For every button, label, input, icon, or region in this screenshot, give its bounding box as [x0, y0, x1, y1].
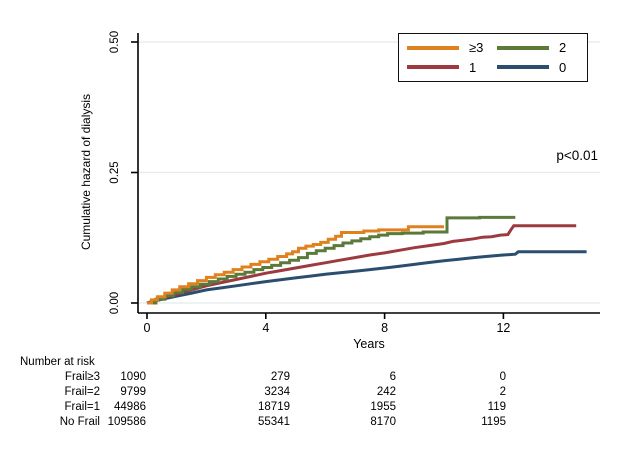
curve-frail-≥3 — [147, 225, 444, 305]
risk-value: 0 — [499, 371, 506, 383]
risk-value: 8170 — [370, 416, 396, 428]
x-tick-label: 8 — [381, 321, 388, 335]
legend-line-swatch — [497, 45, 549, 50]
legend-item-frail-2: 2 — [493, 38, 583, 58]
p-value-annotation: p<0.01 — [556, 148, 598, 163]
y-tick-label: 0.50 — [109, 31, 121, 53]
risk-value: 44986 — [114, 401, 146, 413]
risk-value: 119 — [487, 401, 506, 413]
risk-value: 6 — [389, 371, 396, 383]
y-tick-label: 0.00 — [109, 292, 121, 314]
curve-frail-0 — [146, 250, 587, 305]
curve-frail-2 — [147, 215, 516, 305]
risk-row-No Frail: No Frail 109586 55341 8170 1195 — [0, 416, 620, 431]
x-axis-title: Years — [353, 337, 385, 351]
risk-value: 3234 — [264, 386, 290, 398]
risk-value: 1195 — [481, 416, 506, 428]
legend-line-swatch — [407, 65, 459, 70]
legend-item-frail-1: 1 — [403, 58, 493, 78]
y-axis-title: Cumulative hazard of dialysis — [79, 94, 93, 250]
risk-row-Frail≥3: Frail≥3 1090 279 6 0 — [0, 371, 620, 386]
legend-label: 1 — [469, 59, 477, 75]
risk-row-label: Frail≥3 — [64, 371, 100, 383]
risk-value: 2 — [499, 386, 506, 398]
hazard-curves — [146, 215, 587, 305]
risk-row-label: No Frail — [59, 416, 100, 428]
risk-row-Frail=1: Frail=1 44986 18719 1955 119 — [0, 401, 620, 416]
y-tick-label: 0.25 — [109, 161, 121, 183]
x-tick-label: 12 — [496, 321, 510, 335]
risk-row-Frail=2: Frail=2 9799 3234 242 2 — [0, 386, 620, 401]
x-tick-label: 0 — [144, 321, 151, 335]
risk-value: 109586 — [107, 416, 146, 428]
risk-value: 18719 — [258, 401, 290, 413]
legend-item-frail-≥3: ≥3 — [403, 38, 493, 58]
risk-table-title: Number at risk — [20, 356, 95, 368]
risk-value: 279 — [270, 371, 290, 383]
risk-value: 242 — [376, 386, 396, 398]
risk-value: 1955 — [370, 401, 396, 413]
legend-label: ≥3 — [469, 40, 484, 56]
legend-line-swatch — [407, 45, 459, 50]
legend-label: 2 — [559, 40, 567, 56]
tick-marks-and-labels: 0.00 0.25 0.50 0 4 8 12 — [109, 31, 510, 335]
risk-value: 55341 — [258, 416, 290, 428]
risk-value: 1090 — [120, 371, 146, 383]
legend: ≥3 2 1 0 — [398, 33, 588, 82]
legend-item-frail-0: 0 — [493, 58, 583, 78]
legend-label: 0 — [559, 59, 567, 75]
risk-row-label: Frail=2 — [64, 386, 100, 398]
x-tick-label: 4 — [262, 321, 269, 335]
legend-line-swatch — [497, 65, 549, 70]
risk-value: 9799 — [120, 386, 146, 398]
curve-frail-1 — [146, 224, 577, 305]
risk-row-label: Frail=1 — [64, 401, 100, 413]
